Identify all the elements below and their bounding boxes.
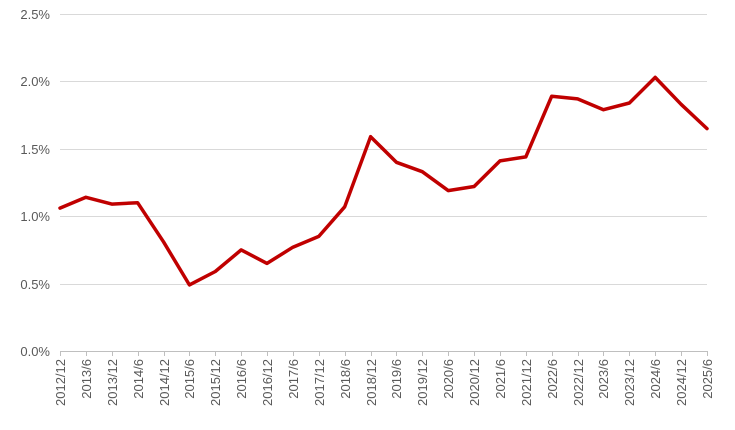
x-tick-label: 2024/12 xyxy=(674,359,689,406)
x-tick-label: 2013/6 xyxy=(79,359,94,399)
y-tick-label: 2.5% xyxy=(20,7,50,22)
x-tick-label: 2014/12 xyxy=(157,359,172,406)
x-tick-label: 2015/6 xyxy=(182,359,197,399)
x-tick-label: 2025/6 xyxy=(700,359,715,399)
x-tick-label: 2017/12 xyxy=(312,359,327,406)
x-tick-label: 2020/6 xyxy=(441,359,456,399)
x-tick-label: 2018/6 xyxy=(338,359,353,399)
x-tick-label: 2024/6 xyxy=(648,359,663,399)
y-axis: 0.0% 0.5% 1.0% 1.5% 2.0% 2.5% xyxy=(20,7,50,359)
x-tick-label: 2023/12 xyxy=(622,359,637,406)
x-tick-label: 2019/6 xyxy=(389,359,404,399)
y-tick-label: 0.5% xyxy=(20,277,50,292)
x-tick-label: 2019/12 xyxy=(415,359,430,406)
y-tick-label: 0.0% xyxy=(20,344,50,359)
series-line xyxy=(58,75,709,287)
x-tick-label: 2017/6 xyxy=(286,359,301,399)
x-tick-label: 2021/12 xyxy=(519,359,534,406)
x-tick-label: 2014/6 xyxy=(131,359,146,399)
x-tick-label: 2012/12 xyxy=(53,359,68,406)
x-tick-label: 2013/12 xyxy=(105,359,120,406)
y-tick-label: 2.0% xyxy=(20,74,50,89)
x-tick-label: 2022/6 xyxy=(545,359,560,399)
y-tick-label: 1.5% xyxy=(20,142,50,157)
x-tick-label: 2021/6 xyxy=(493,359,508,399)
x-tick-label: 2023/6 xyxy=(596,359,611,399)
series-layer xyxy=(58,75,709,287)
x-tick-label: 2016/6 xyxy=(234,359,249,399)
x-axis: 2012/12 2013/6 2013/12 2014/6 2014/12 2015/6 2… xyxy=(53,351,715,406)
x-tick-label: 2022/12 xyxy=(571,359,586,406)
x-tick-label: 2015/12 xyxy=(208,359,223,406)
x-tick-label: 2016/12 xyxy=(260,359,275,406)
y-tick-label: 1.0% xyxy=(20,209,50,224)
x-tick-label: 2020/12 xyxy=(467,359,482,406)
x-tick-label: 2018/12 xyxy=(364,359,379,406)
